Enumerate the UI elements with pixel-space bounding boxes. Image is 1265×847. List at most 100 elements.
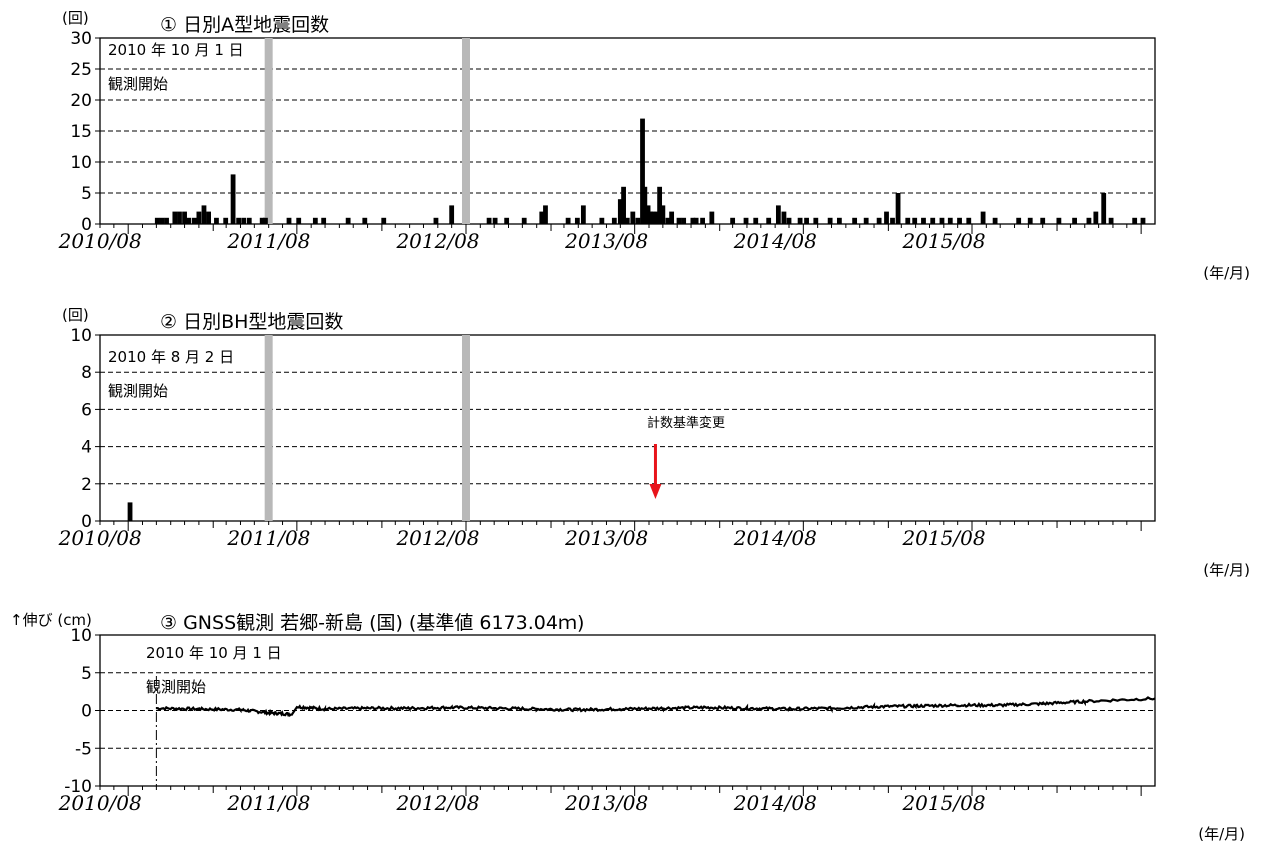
bar: [786, 217, 792, 224]
bar: [1027, 217, 1033, 224]
y-tick-label: 4: [81, 438, 92, 458]
bar: [1101, 193, 1107, 224]
bar: [263, 217, 268, 224]
bar: [182, 211, 187, 224]
panel1-annotation-date: 2010 年 10 月 1 日: [108, 41, 244, 59]
bar: [650, 211, 656, 224]
x-tick-label: 2012/08: [395, 791, 479, 815]
panel3-annotation-date: 2010 年 10 月 1 日: [146, 644, 282, 662]
bar: [223, 217, 229, 224]
bar: [690, 217, 696, 224]
bar: [206, 211, 211, 224]
x-tick-label: 2013/08: [564, 526, 648, 550]
panel3-xlabel: (年/月): [1198, 825, 1245, 843]
y-tick-label: 30: [70, 29, 92, 49]
x-tick-label: 2012/08: [395, 229, 479, 253]
bar: [930, 217, 936, 224]
bar: [1132, 217, 1138, 224]
bar: [1072, 217, 1077, 224]
panel1-ylabel: (回): [62, 9, 89, 27]
bar: [539, 211, 545, 224]
y-tick-label: 5: [81, 184, 92, 204]
y-tick-label: 0: [81, 702, 92, 722]
bar: [580, 205, 586, 224]
bar: [246, 217, 252, 224]
y-tick-label: 5: [81, 664, 92, 684]
x-tick-label: 2014/08: [733, 526, 817, 550]
bar: [312, 217, 318, 224]
bar: [992, 217, 998, 224]
bar: [676, 217, 682, 224]
bar: [813, 217, 819, 224]
y-tick-label: 8: [81, 363, 92, 383]
panel3-title: ③ GNSS観測 若郷-新島 (国) (基準値 6173.04ｍ): [160, 612, 584, 634]
bar: [230, 174, 236, 224]
bar: [1056, 217, 1062, 224]
bar: [186, 217, 192, 224]
bar: [804, 217, 809, 224]
bar: [905, 217, 911, 224]
bar: [781, 211, 787, 224]
y-tick-label: -10: [64, 777, 92, 797]
bar: [574, 217, 580, 224]
bar: [624, 217, 630, 224]
y-tick-label: 15: [70, 122, 92, 142]
bar: [836, 217, 842, 224]
bar: [599, 217, 605, 224]
bar: [201, 205, 207, 224]
y-tick-label: 10: [70, 326, 92, 346]
bar: [259, 217, 265, 224]
x-tick-label: 2010/08: [58, 791, 142, 815]
event-arrow-head: [649, 484, 662, 499]
data-gap-band: [461, 38, 470, 224]
bar: [164, 217, 169, 224]
y-tick-label: 10: [70, 153, 92, 173]
x-tick-label: 2011/08: [226, 526, 310, 550]
bar: [665, 217, 671, 224]
panel2-title: ② 日別BH型地震回数: [160, 311, 343, 333]
panel3-annotation-text: 観測開始: [146, 678, 206, 696]
bar: [286, 217, 292, 224]
bar: [640, 118, 645, 224]
y-tick-label: 6: [81, 400, 92, 420]
data-gap-band: [264, 38, 273, 224]
bar: [1093, 211, 1099, 224]
y-tick-label: 10: [70, 626, 92, 646]
bar: [154, 217, 160, 224]
bar: [654, 211, 660, 224]
bar: [852, 217, 858, 224]
panel-a-type-earthquakes: (回) ① 日別A型地震回数 2010 年 10 月 1 日 観測開始 (年/月…: [58, 9, 1250, 282]
x-tick-label: 2014/08: [733, 229, 817, 253]
bar: [895, 193, 901, 224]
x-tick-label: 2015/08: [901, 791, 985, 815]
panel2-annotation-text: 観測開始: [108, 382, 168, 400]
bar: [957, 217, 962, 224]
bar: [492, 217, 498, 224]
x-tick-label: 2011/08: [226, 791, 310, 815]
bar: [921, 217, 926, 224]
bar: [681, 217, 687, 224]
bar: [543, 205, 548, 224]
bar: [1016, 217, 1022, 224]
y-tick-label: 20: [70, 91, 92, 111]
bar: [241, 217, 247, 224]
x-tick-label: 2011/08: [226, 229, 310, 253]
panel2-xlabel: (年/月): [1203, 561, 1250, 579]
bar: [700, 217, 705, 224]
series-line: [156, 696, 1156, 718]
y-tick-label: -5: [75, 739, 92, 759]
x-tick-label: 2015/08: [901, 526, 985, 550]
data-gap-band: [264, 335, 273, 521]
bar: [565, 217, 571, 224]
bar: [236, 217, 242, 224]
bar: [912, 217, 918, 224]
bar: [947, 217, 953, 224]
bar: [504, 217, 510, 224]
bar: [381, 217, 387, 224]
bar: [1040, 217, 1046, 224]
y-tick-label: 2: [81, 475, 92, 495]
bar: [775, 205, 781, 224]
bar: [611, 217, 617, 224]
bar: [159, 217, 165, 224]
